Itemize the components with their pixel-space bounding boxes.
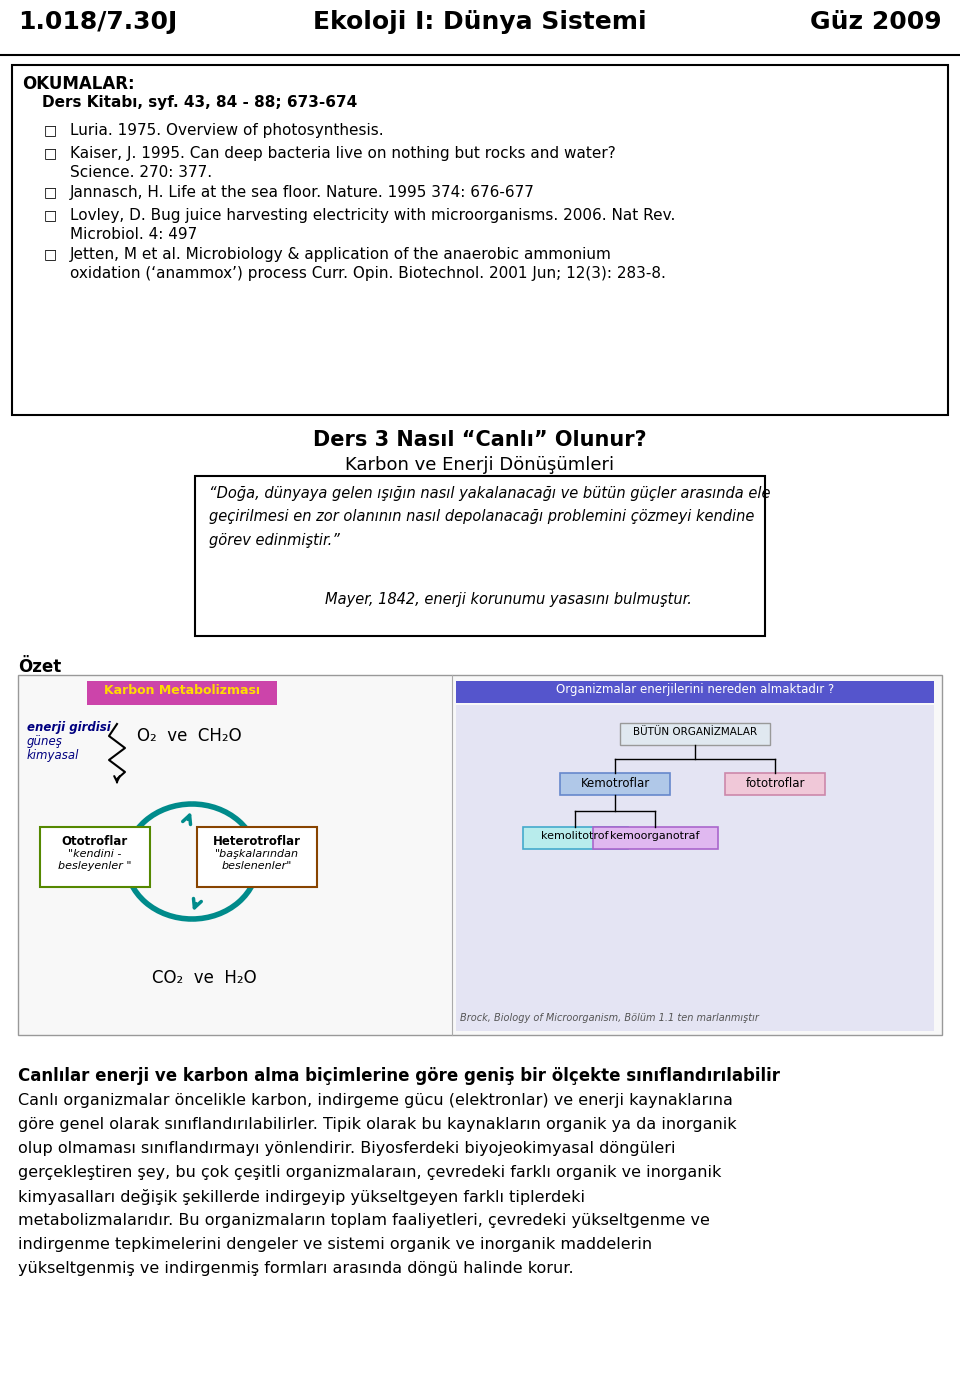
Text: □: □ [44, 185, 58, 199]
Text: Ders Kitabı, syf. 43, 84 - 88; 673-674: Ders Kitabı, syf. 43, 84 - 88; 673-674 [42, 94, 357, 110]
Text: Mayer, 1842, enerji korunumu yasasını bulmuştur.: Mayer, 1842, enerji korunumu yasasını bu… [325, 592, 692, 607]
Text: kimyasal: kimyasal [27, 749, 80, 763]
Text: oxidation (‘anammox’) process Curr. Opin. Biotechnol. 2001 Jun; 12(3): 283-8.: oxidation (‘anammox’) process Curr. Opin… [70, 267, 666, 281]
Text: Kaiser, J. 1995. Can deep bacteria live on nothing but rocks and water?: Kaiser, J. 1995. Can deep bacteria live … [70, 146, 615, 161]
Text: enerji girdisi: enerji girdisi [27, 721, 110, 733]
FancyBboxPatch shape [40, 826, 150, 888]
Text: O₂  ve  CH₂O: O₂ ve CH₂O [137, 726, 242, 745]
Text: BÜTÜN ORGANİZMALAR: BÜTÜN ORGANİZMALAR [633, 726, 757, 738]
Text: Güz 2009: Güz 2009 [810, 10, 942, 33]
Text: besleyenler ": besleyenler " [59, 861, 132, 871]
FancyBboxPatch shape [456, 706, 934, 1031]
Text: □: □ [44, 247, 58, 261]
Text: göre genel olarak sınıflandırılabilirler. Tipik olarak bu kaynakların organik ya: göre genel olarak sınıflandırılabilirler… [18, 1117, 736, 1132]
Text: Microbiol. 4: 497: Microbiol. 4: 497 [70, 226, 197, 242]
Text: Ekoloji I: Dünya Sistemi: Ekoloji I: Dünya Sistemi [313, 10, 647, 33]
Text: güneş: güneş [27, 735, 62, 749]
FancyBboxPatch shape [195, 476, 765, 636]
FancyBboxPatch shape [87, 681, 277, 706]
Text: Canlı organizmalar öncelikle karbon, indirgeme gücu (elektronlar) ve enerji kayn: Canlı organizmalar öncelikle karbon, ind… [18, 1093, 732, 1108]
Text: kemolitotrof: kemolitotrof [541, 831, 609, 840]
Text: Brock, Biology of Microorganism, Bölüm 1.1 ten marlanmıştır: Brock, Biology of Microorganism, Bölüm 1… [460, 1013, 759, 1024]
Text: □: □ [44, 146, 58, 160]
Text: Karbon ve Enerji Dönüşümleri: Karbon ve Enerji Dönüşümleri [346, 456, 614, 474]
Text: Karbon Metabolizması: Karbon Metabolizması [104, 683, 260, 697]
Text: olup olmaması sınıflandırmayı yönlendirir. Biyosferdeki biyojeokimyasal döngüler: olup olmaması sınıflandırmayı yönlendiri… [18, 1140, 676, 1156]
Text: “Doğa, dünyaya gelen ışığın nasıl yakalanacağı ve bütün güçler arasında ele
geçi: “Doğa, dünyaya gelen ışığın nasıl yakala… [209, 486, 771, 547]
Text: yükseltgenmiş ve indirgenmiş formları arasında döngü halinde korur.: yükseltgenmiş ve indirgenmiş formları ar… [18, 1261, 574, 1276]
Text: Science. 270: 377.: Science. 270: 377. [70, 165, 212, 181]
Text: metabolizmalarıdır. Bu organizmaların toplam faaliyetleri, çevredeki yükseltgenm: metabolizmalarıdır. Bu organizmaların to… [18, 1213, 709, 1228]
FancyBboxPatch shape [12, 65, 948, 415]
Text: gerçekleştiren şey, bu çok çeşitli organizmalaraın, çevredeki farklı organik ve : gerçekleştiren şey, bu çok çeşitli organ… [18, 1165, 721, 1181]
Text: Ototroflar: Ototroflar [61, 835, 128, 849]
FancyBboxPatch shape [592, 826, 718, 849]
Text: Ders 3 Nasıl “Canlı” Olunur?: Ders 3 Nasıl “Canlı” Olunur? [313, 431, 647, 450]
Text: Özet: Özet [18, 658, 61, 676]
Text: Kemotroflar: Kemotroflar [581, 776, 650, 790]
FancyBboxPatch shape [620, 724, 770, 745]
Text: "kendini -: "kendini - [68, 849, 122, 858]
Text: Luria. 1975. Overview of photosynthesis.: Luria. 1975. Overview of photosynthesis. [70, 124, 384, 138]
Text: Canlılar enerji ve karbon alma biçimlerine göre geniş bir ölçekte sınıflandırıla: Canlılar enerji ve karbon alma biçimleri… [18, 1067, 780, 1085]
FancyBboxPatch shape [456, 681, 934, 703]
Text: CO₂  ve  H₂O: CO₂ ve H₂O [152, 970, 256, 988]
Text: Lovley, D. Bug juice harvesting electricity with microorganisms. 2006. Nat Rev.: Lovley, D. Bug juice harvesting electric… [70, 208, 676, 224]
FancyBboxPatch shape [560, 774, 670, 795]
Text: 1.018/7.30J: 1.018/7.30J [18, 10, 178, 33]
FancyBboxPatch shape [18, 675, 942, 1035]
Text: fototroflar: fototroflar [745, 776, 804, 790]
Text: □: □ [44, 124, 58, 138]
Text: Jannasch, H. Life at the sea floor. Nature. 1995 374: 676-677: Jannasch, H. Life at the sea floor. Natu… [70, 185, 535, 200]
Text: "başkalarından: "başkalarından [215, 849, 299, 858]
FancyBboxPatch shape [522, 826, 628, 849]
Text: kimyasalları değişik şekillerde indirgeyip yükseltgeyen farklı tiplerdeki: kimyasalları değişik şekillerde indirgey… [18, 1189, 585, 1206]
Text: □: □ [44, 208, 58, 222]
Text: indirgenme tepkimelerini dengeler ve sistemi organik ve inorganik maddelerin: indirgenme tepkimelerini dengeler ve sis… [18, 1238, 652, 1251]
FancyBboxPatch shape [197, 826, 317, 888]
Text: OKUMALAR:: OKUMALAR: [22, 75, 134, 93]
Text: Jetten, M et al. Microbiology & application of the anaerobic ammonium: Jetten, M et al. Microbiology & applicat… [70, 247, 612, 263]
Text: Heterotroflar: Heterotroflar [213, 835, 301, 849]
Text: kemoorganotraf: kemoorganotraf [611, 831, 700, 840]
Text: beslenenler": beslenenler" [222, 861, 292, 871]
FancyBboxPatch shape [725, 774, 826, 795]
Text: Organizmalar enerjilerini nereden almaktadır ?: Organizmalar enerjilerini nereden almakt… [556, 683, 834, 696]
